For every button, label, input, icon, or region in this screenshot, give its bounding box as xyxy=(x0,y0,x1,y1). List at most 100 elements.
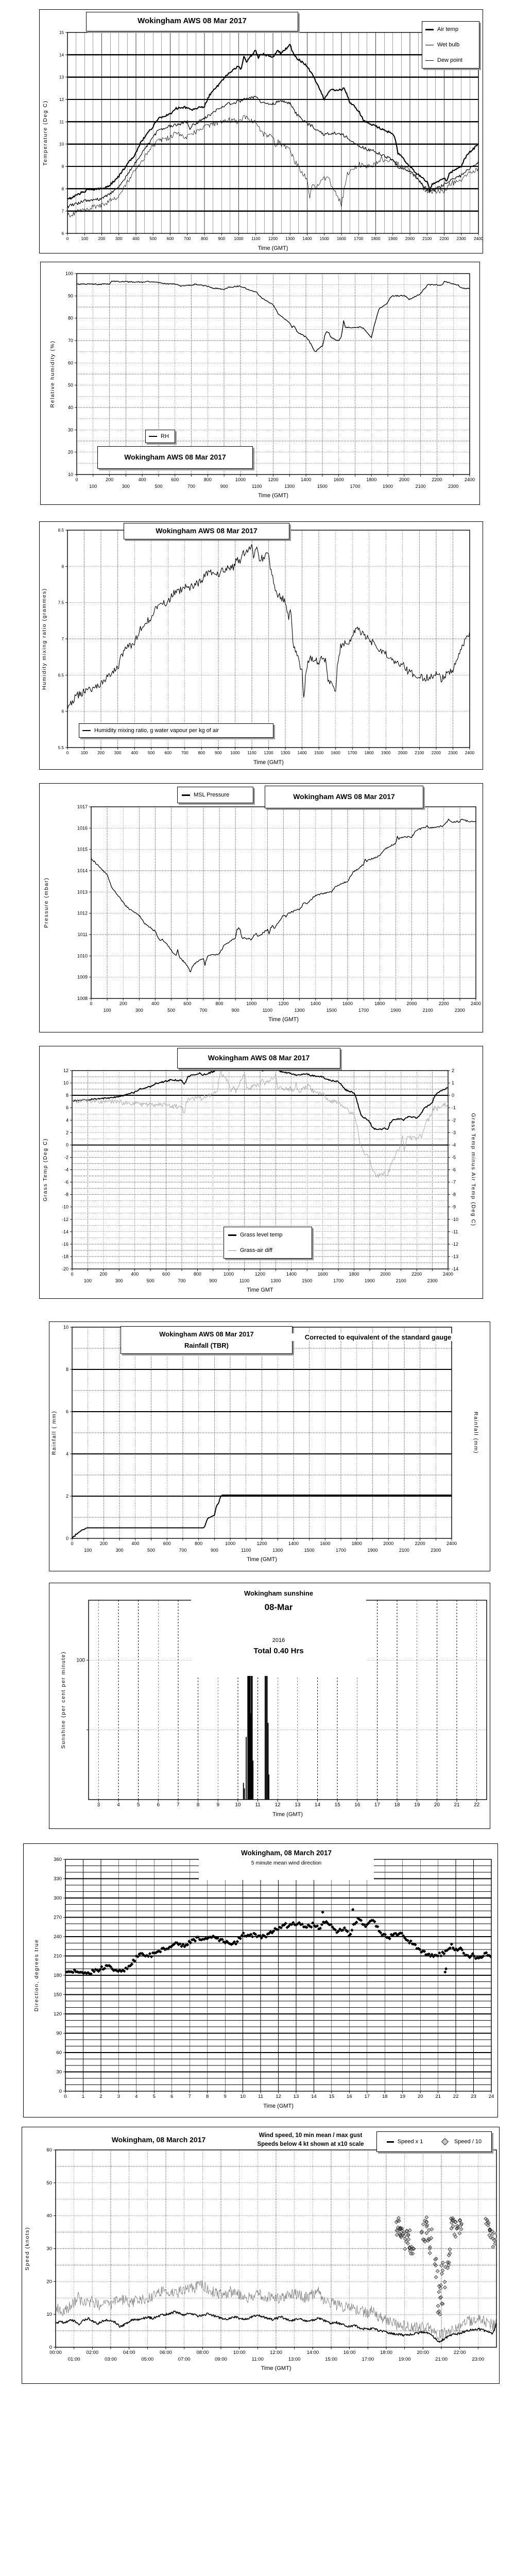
svg-text:0: 0 xyxy=(64,2094,66,2099)
svg-text:500: 500 xyxy=(149,236,157,241)
svg-text:22: 22 xyxy=(474,1802,480,1808)
svg-text:2300: 2300 xyxy=(427,1278,438,1283)
svg-text:6: 6 xyxy=(170,2094,173,2099)
svg-text:-10: -10 xyxy=(452,1217,458,1222)
svg-text:19: 19 xyxy=(400,2094,405,2099)
svg-text:500: 500 xyxy=(167,1008,175,1013)
svg-text:2000: 2000 xyxy=(398,751,408,755)
svg-text:1000: 1000 xyxy=(225,1541,235,1546)
svg-text:09:00: 09:00 xyxy=(215,2357,227,2362)
svg-text:900: 900 xyxy=(218,236,225,241)
legend-label: Speed / 10 xyxy=(454,2139,482,2145)
svg-text:21:00: 21:00 xyxy=(435,2357,448,2362)
svg-text:1100: 1100 xyxy=(239,1278,249,1283)
svg-text:10: 10 xyxy=(63,1080,68,1086)
svg-text:800: 800 xyxy=(215,1001,223,1006)
svg-text:12: 12 xyxy=(276,2094,281,2099)
svg-text:1016: 1016 xyxy=(77,825,88,831)
svg-text:400: 400 xyxy=(151,1001,159,1006)
svg-text:9: 9 xyxy=(224,2094,226,2099)
chart-title: Wokingham AWS 08 Mar 2017 xyxy=(156,527,258,535)
svg-text:2200: 2200 xyxy=(439,236,449,241)
svg-text:800: 800 xyxy=(198,751,205,755)
svg-text:16: 16 xyxy=(354,1802,360,1808)
svg-text:Rainfall ( mm): Rainfall ( mm) xyxy=(51,1411,57,1455)
svg-text:1700: 1700 xyxy=(333,1278,344,1283)
svg-text:1017: 1017 xyxy=(77,804,88,809)
svg-text:1000: 1000 xyxy=(246,1001,256,1006)
legend-item: RH xyxy=(146,430,175,443)
svg-text:200: 200 xyxy=(99,1272,107,1277)
panel-air-temperature: 0 100 200 300 400 500 600 700 800 900 1000 1100 1200… xyxy=(39,9,483,253)
svg-text:5.5: 5.5 xyxy=(58,745,64,750)
svg-text:13: 13 xyxy=(295,1802,301,1808)
svg-text:200: 200 xyxy=(119,1001,127,1006)
svg-text:1600: 1600 xyxy=(318,1272,328,1277)
svg-text:2200: 2200 xyxy=(432,751,441,755)
svg-text:12: 12 xyxy=(59,97,64,102)
svg-text:270: 270 xyxy=(54,1915,62,1921)
svg-text:-2: -2 xyxy=(452,1117,456,1123)
svg-text:Time GMT: Time GMT xyxy=(247,1287,273,1293)
panel-wind-direction: 0 1 2 3 4 5 6 7 8 9 10 11 12 13 14 15 16 17 18 19 20 21 22 23 24… xyxy=(23,1843,498,2117)
svg-text:12:00: 12:00 xyxy=(270,2350,282,2355)
svg-text:1900: 1900 xyxy=(367,1548,377,1553)
svg-text:15: 15 xyxy=(59,30,64,35)
svg-text:1800: 1800 xyxy=(371,236,381,241)
chart-title-box: Wokingham AWS 08 Mar 2017 xyxy=(265,786,423,808)
legend-item: Speed x 1 xyxy=(386,2139,424,2145)
svg-text:8: 8 xyxy=(66,1367,68,1372)
svg-text:180: 180 xyxy=(54,1973,62,1978)
svg-text:-18: -18 xyxy=(62,1254,68,1259)
chart-title-box: Wokingham AWS 08 Mar 2017 xyxy=(124,523,289,539)
svg-text:1300: 1300 xyxy=(284,484,295,489)
svg-text:9: 9 xyxy=(216,1802,219,1808)
svg-text:9: 9 xyxy=(61,164,64,169)
svg-text:200: 200 xyxy=(98,236,106,241)
svg-text:19:00: 19:00 xyxy=(399,2357,411,2362)
svg-text:30: 30 xyxy=(46,2246,52,2252)
svg-text:0: 0 xyxy=(90,1001,92,1006)
svg-text:01:00: 01:00 xyxy=(68,2357,80,2362)
panel-rainfall: 0 200 400 600 800 1000 1200 1400 1600 1800 2000 220… xyxy=(49,1321,490,1571)
svg-text:0: 0 xyxy=(66,751,69,755)
svg-text:0: 0 xyxy=(66,1142,68,1147)
svg-text:-16: -16 xyxy=(62,1242,68,1247)
svg-text:1000: 1000 xyxy=(224,1272,234,1277)
svg-text:60: 60 xyxy=(68,360,73,365)
svg-text:2000: 2000 xyxy=(380,1272,390,1277)
rh-line-swatch xyxy=(149,436,157,437)
svg-text:1500: 1500 xyxy=(320,236,330,241)
legend-label: Grass-air diff xyxy=(240,1247,272,1253)
svg-text:1300: 1300 xyxy=(270,1278,281,1283)
svg-text:14: 14 xyxy=(59,53,64,57)
svg-text:-20: -20 xyxy=(62,1266,68,1272)
svg-text:Sunshine (per cent per minute): Sunshine (per cent per minute) xyxy=(60,1651,66,1749)
svg-text:-12: -12 xyxy=(62,1217,68,1222)
svg-text:100: 100 xyxy=(84,1548,92,1553)
svg-text:60: 60 xyxy=(46,2147,52,2153)
svg-text:6.5: 6.5 xyxy=(58,673,64,677)
svg-text:1500: 1500 xyxy=(317,484,328,489)
svg-text:11:00: 11:00 xyxy=(252,2357,264,2362)
svg-text:23: 23 xyxy=(471,2094,476,2099)
svg-text:2100: 2100 xyxy=(423,1008,433,1013)
svg-text:6: 6 xyxy=(66,1409,68,1414)
chart-title-box: Wokingham AWS 08 Mar 2017 Rainfall (TBR) xyxy=(121,1326,293,1354)
svg-text:1000: 1000 xyxy=(235,477,246,482)
chart-subtitle: Rainfall (TBR) xyxy=(184,1342,229,1349)
svg-text:Relative humidity (%): Relative humidity (%) xyxy=(49,341,56,408)
speed-line-swatch xyxy=(386,2141,394,2143)
svg-text:900: 900 xyxy=(215,751,222,755)
svg-text:700: 700 xyxy=(179,1548,186,1553)
svg-text:Time (GMT): Time (GMT) xyxy=(263,2103,294,2109)
svg-text:1600: 1600 xyxy=(320,1541,330,1546)
svg-text:1300: 1300 xyxy=(285,236,295,241)
svg-text:600: 600 xyxy=(167,236,174,241)
svg-text:7: 7 xyxy=(61,209,64,214)
svg-text:200: 200 xyxy=(97,751,105,755)
svg-text:1800: 1800 xyxy=(365,751,374,755)
svg-text:1100: 1100 xyxy=(252,484,262,489)
svg-text:0: 0 xyxy=(71,1541,73,1546)
svg-text:1700: 1700 xyxy=(350,484,360,489)
